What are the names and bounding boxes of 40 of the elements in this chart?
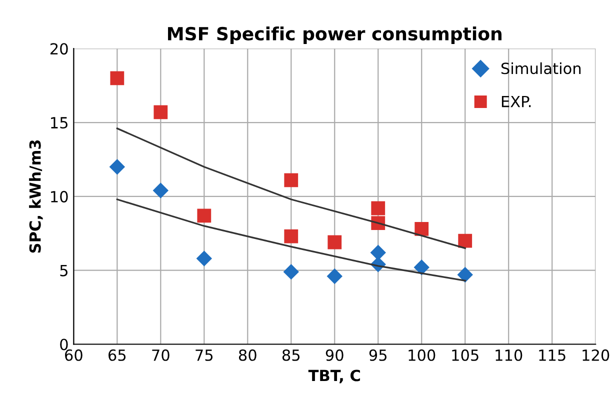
x-tick-label: 85 (282, 349, 300, 361)
y-tick-label: 15 (51, 117, 68, 129)
x-tick-label: 115 (539, 350, 566, 361)
point (284, 173, 298, 188)
y-tick-label: 10 (51, 190, 68, 202)
point (154, 105, 168, 120)
point (197, 208, 212, 223)
point (153, 182, 168, 198)
point (196, 250, 212, 266)
point (284, 229, 298, 244)
point (458, 234, 472, 248)
y-axis-title: SPC, kWh/m3 (29, 140, 43, 253)
y-tick-label: 20 (50, 43, 68, 55)
point (110, 71, 124, 86)
x-tick-label: 95 (369, 349, 387, 361)
point (458, 267, 473, 282)
x-tick-label: 70 (152, 349, 170, 361)
point (414, 222, 429, 236)
x-tick-label: 75 (196, 350, 213, 361)
point (328, 235, 342, 250)
point (110, 159, 125, 174)
x-tick-label: 110 (496, 349, 522, 361)
chart-title: MSF Specific power consumption (168, 26, 502, 44)
point (414, 260, 430, 275)
point (371, 201, 386, 216)
x-tick-label: 90 (326, 349, 344, 361)
y-tick-label: 5 (60, 265, 68, 276)
x-tick-label: 65 (108, 349, 126, 361)
point (327, 268, 342, 284)
x-tick-label: 80 (238, 349, 256, 361)
x-tick-label: 105 (452, 349, 478, 361)
point (370, 245, 386, 260)
x-tick-label: 100 (408, 349, 436, 361)
point (284, 264, 299, 280)
legend-label: EXP. (502, 96, 531, 108)
legend-label: Simulation (501, 62, 581, 74)
x-tick-label: 120 (582, 349, 610, 361)
x-tick-label: 60 (65, 349, 82, 361)
y-tick-label: 0 (60, 338, 68, 350)
x-axis-title: TBT, C (308, 370, 360, 384)
